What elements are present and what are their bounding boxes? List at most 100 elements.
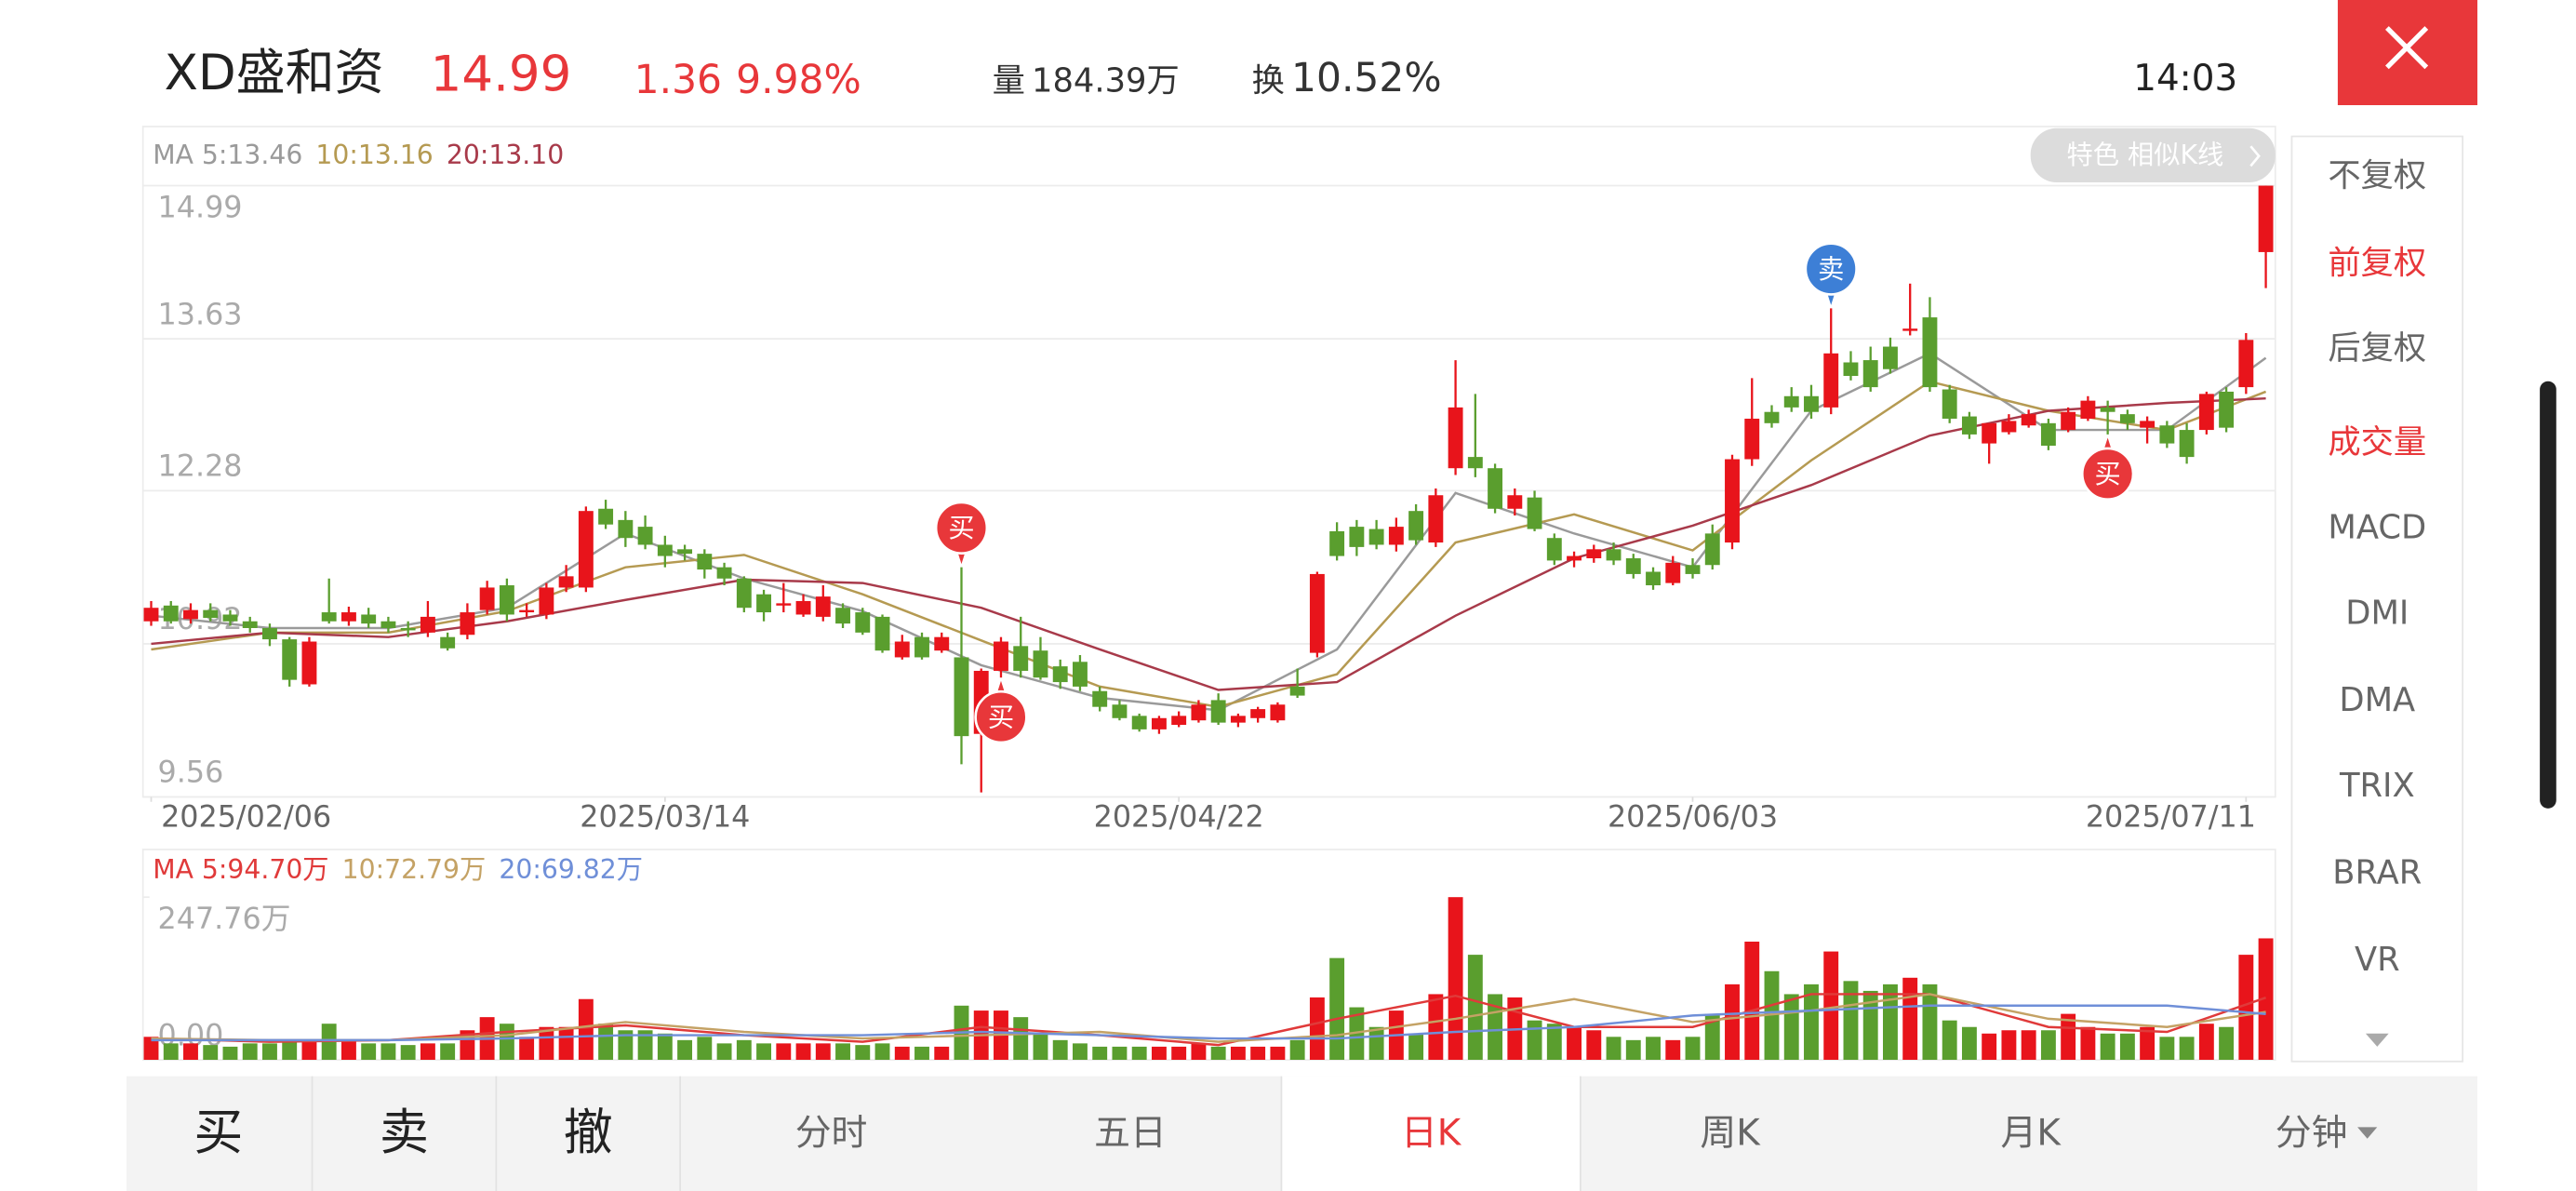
volume-bar	[380, 1043, 396, 1061]
volume-bar	[340, 1039, 356, 1061]
candle-body	[282, 639, 298, 680]
volume-bar	[262, 1043, 277, 1061]
volume-bar	[1725, 984, 1740, 1061]
volume-bar	[420, 1043, 435, 1061]
legend-entry: 10:13.16	[315, 140, 433, 170]
volume-bar	[2140, 1026, 2156, 1061]
tab[interactable]: 买	[194, 1104, 243, 1161]
indicator-item[interactable]: DMI	[2345, 594, 2409, 632]
candle-body	[400, 627, 416, 631]
change: 1.36	[634, 57, 722, 102]
candle-body	[1546, 538, 1562, 561]
candle-body	[697, 554, 713, 570]
candle-body	[2258, 185, 2274, 252]
badge-text[interactable]: 特色 相似K线	[2067, 140, 2224, 170]
volume-bar	[2100, 1033, 2116, 1061]
volume-panel	[141, 849, 2276, 1061]
volume-bar	[1289, 1039, 1305, 1061]
candle-body	[1922, 317, 1938, 388]
candle-body	[1092, 690, 1108, 707]
volume-bar	[1646, 1037, 1661, 1061]
tab[interactable]: 撤	[564, 1104, 613, 1161]
candle-body	[1191, 704, 1207, 721]
x-tick-label: 2025/02/06	[161, 800, 331, 834]
tab[interactable]: 分时	[795, 1113, 868, 1155]
volume-bar	[1567, 1026, 1582, 1061]
volume-bar	[1783, 994, 1799, 1061]
tab[interactable]: 日K	[1401, 1113, 1462, 1155]
volume-bar	[1309, 997, 1325, 1061]
volume-bar	[1329, 957, 1345, 1061]
volume-bar	[1665, 1039, 1681, 1061]
indicator-item[interactable]: DMA	[2339, 681, 2415, 719]
volume-bar	[2198, 1024, 2214, 1061]
menu-more[interactable]	[2365, 1033, 2389, 1047]
candle-body	[183, 609, 198, 620]
volume-bar	[874, 1043, 890, 1061]
candle-body	[1646, 571, 1661, 586]
indicator-item[interactable]: 后复权	[2328, 329, 2426, 368]
volume-bar	[578, 998, 594, 1061]
similar-k-badge[interactable]: 特色 相似K线	[2030, 127, 2276, 183]
candle-body	[1567, 555, 1582, 561]
candle-body	[1823, 353, 1839, 408]
candle-body	[815, 596, 831, 617]
volume-bar	[1052, 1039, 1068, 1061]
indicator-item[interactable]: 前复权	[2328, 244, 2426, 282]
candle-body	[2100, 407, 2116, 412]
badge-arrow[interactable]	[2249, 145, 2261, 167]
tab[interactable]: 周K	[1700, 1113, 1761, 1155]
candle-body	[242, 621, 258, 628]
candle-body	[222, 614, 238, 622]
volume-bar	[1131, 1046, 1147, 1061]
volume-bar	[2258, 938, 2274, 1061]
volume-bar	[1982, 1033, 1997, 1061]
indicator-item[interactable]: 成交量	[2328, 423, 2426, 462]
volume-bar	[1428, 994, 1444, 1061]
volume: 184.39万	[1032, 61, 1180, 100]
candle-body	[1783, 395, 1799, 408]
dropdown-arrow[interactable]	[2357, 1127, 2378, 1139]
volume-bar	[1191, 1043, 1207, 1061]
indicator-item[interactable]: TRIX	[2339, 767, 2415, 805]
volume-bar	[1408, 1033, 1424, 1061]
volume-bar	[1902, 977, 1918, 1061]
tab[interactable]: 卖	[380, 1104, 429, 1161]
badge-bg[interactable]	[2030, 127, 2276, 183]
close-button[interactable]	[2337, 0, 2478, 106]
candle-body	[716, 567, 732, 579]
close-icon[interactable]	[2385, 26, 2429, 70]
price: 14.99	[431, 47, 572, 103]
volume-bar	[183, 1043, 198, 1061]
candle-body	[479, 587, 495, 610]
tab[interactable]: 五日	[1094, 1113, 1167, 1155]
indicator-item[interactable]: 不复权	[2328, 157, 2426, 195]
close-button-bg[interactable]	[2337, 0, 2478, 106]
volume-bar	[1744, 941, 1760, 1061]
volume-bar	[2179, 1037, 2195, 1061]
candle-body	[1665, 562, 1681, 583]
stock-name: XD盛和资	[165, 45, 384, 101]
tab[interactable]: 分钟	[2276, 1113, 2348, 1155]
volume-bar	[558, 1026, 574, 1061]
candle-body	[1112, 704, 1128, 718]
indicator-item[interactable]: MACD	[2328, 509, 2426, 547]
candle-body	[143, 608, 159, 622]
marker-circle	[974, 689, 1028, 744]
candle-body	[1804, 395, 1819, 412]
candle-body	[1289, 686, 1305, 696]
indicator-item[interactable]: BRAR	[2332, 853, 2422, 891]
candle-body	[361, 614, 377, 624]
candle-body	[835, 608, 850, 624]
candle-body	[1744, 418, 1760, 460]
candle-body	[1388, 527, 1404, 545]
volume-bar	[1112, 1046, 1128, 1061]
candle-body	[420, 616, 435, 633]
candle-body	[1073, 662, 1088, 687]
volume-label: 量	[993, 61, 1025, 100]
tab[interactable]: 月K	[2001, 1113, 2062, 1155]
volume-bar	[2159, 1037, 2175, 1061]
indicator-item[interactable]: VR	[2355, 941, 2400, 979]
